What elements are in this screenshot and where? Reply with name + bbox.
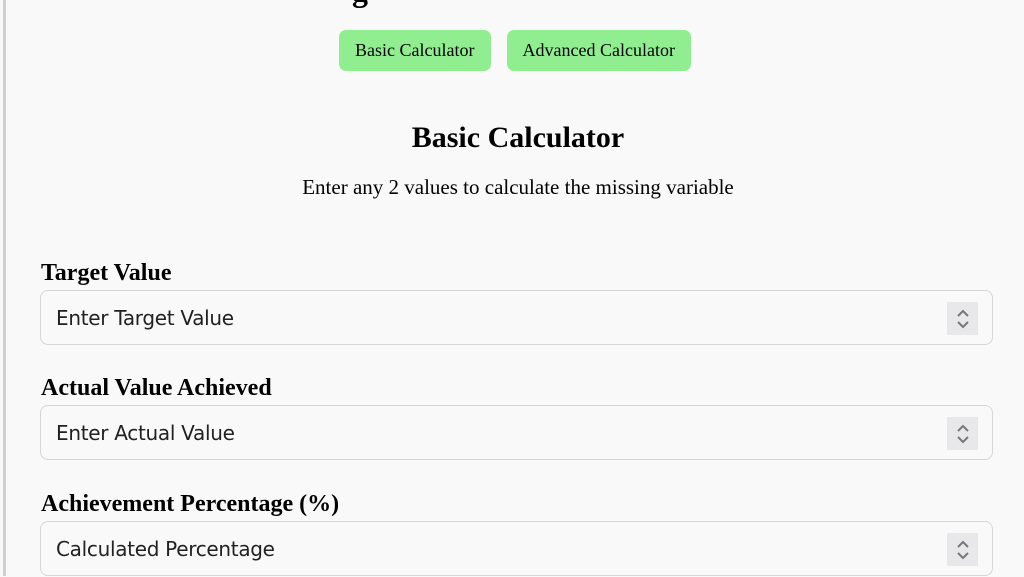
target-value-placeholder: Enter Target Value [56, 306, 234, 330]
calculator-tabs: Basic Calculator Advanced Calculator [0, 30, 1024, 71]
achievement-percentage-placeholder: Calculated Percentage [56, 537, 275, 561]
basic-calculator-tab[interactable]: Basic Calculator [339, 30, 491, 71]
actual-value-placeholder: Enter Actual Value [56, 421, 235, 445]
achievement-percentage-input[interactable]: Calculated Percentage [40, 521, 993, 576]
page-title: g [352, 0, 368, 10]
target-value-label: Target Value [41, 260, 172, 286]
actual-value-input[interactable]: Enter Actual Value [40, 405, 993, 460]
section-subtitle: Enter any 2 values to calculate the miss… [302, 175, 734, 199]
spinner-icon[interactable] [947, 417, 978, 450]
spinner-icon[interactable] [947, 533, 978, 566]
section-title: Basic Calculator [411, 121, 625, 154]
achievement-percentage-label: Achievement Percentage (%) [41, 491, 340, 517]
target-value-input[interactable]: Enter Target Value [40, 290, 993, 345]
advanced-calculator-tab[interactable]: Advanced Calculator [506, 30, 691, 71]
left-border [3, 0, 6, 576]
actual-value-label: Actual Value Achieved [41, 375, 272, 401]
spinner-icon[interactable] [947, 302, 978, 335]
